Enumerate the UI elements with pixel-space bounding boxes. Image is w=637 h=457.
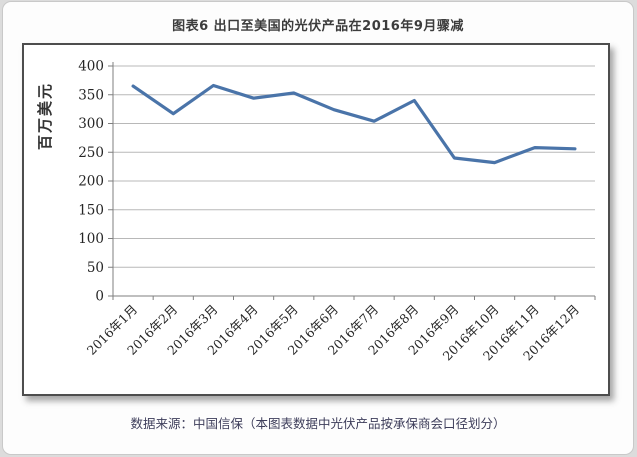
svg-text:350: 350 [78, 87, 104, 103]
svg-text:200: 200 [78, 174, 104, 190]
page-title: 图表6 出口至美国的光伏产品在2016年9月骤减 [172, 19, 464, 34]
chart-frame: 0 50 100 150 200 250 300 350 400 2016年1月 2016年2月 20… [22, 43, 610, 396]
svg-text:50: 50 [87, 260, 104, 276]
svg-text:150: 150 [78, 202, 104, 218]
svg-text:百万美元: 百万美元 [36, 82, 54, 150]
line-chart: 0501001502002503003504002016年1月2016年2月20… [36, 59, 596, 364]
svg-text:0: 0 [95, 289, 104, 305]
svg-text:300: 300 [78, 116, 104, 132]
svg-text:250: 250 [78, 145, 104, 161]
svg-text:100: 100 [78, 231, 104, 247]
source-note: 数据来源：中国信保（本图表数据中光伏产品按承保商会口径划分） [130, 416, 506, 431]
svg-text:400: 400 [78, 59, 104, 75]
